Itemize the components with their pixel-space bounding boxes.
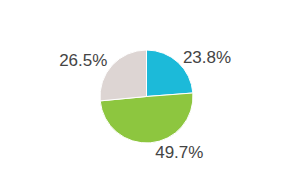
- svg-text:49.7%: 49.7%: [155, 143, 203, 162]
- svg-text:23.8%: 23.8%: [183, 48, 231, 67]
- svg-text:26.5%: 26.5%: [59, 51, 107, 70]
